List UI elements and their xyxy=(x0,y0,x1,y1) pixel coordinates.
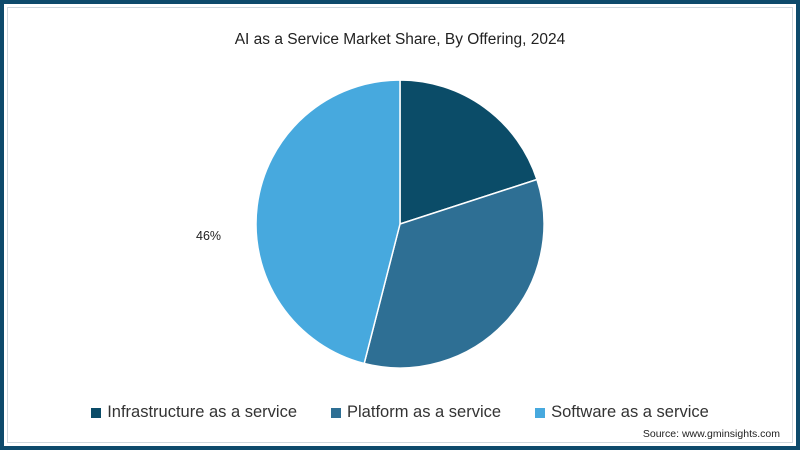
pie-slice-platform xyxy=(363,178,545,369)
legend-swatch xyxy=(535,407,546,418)
pie-slice-infrastructure xyxy=(399,79,538,226)
legend-item-infrastructure: Infrastructure as a service xyxy=(91,403,297,422)
slice-label-software: 46% xyxy=(196,229,222,243)
pie-slices xyxy=(255,79,545,369)
legend-swatch xyxy=(91,407,102,418)
legend: Infrastructure as a service Platform as … xyxy=(0,403,800,422)
inner-border xyxy=(7,7,793,443)
legend-item-software: Software as a service xyxy=(535,403,709,422)
legend-label: Platform as a service xyxy=(347,403,502,421)
legend-label: Software as a service xyxy=(551,403,709,421)
legend-swatch xyxy=(331,407,342,418)
legend-label: Infrastructure as a service xyxy=(107,403,298,421)
pie-slice-software xyxy=(255,79,401,365)
chart-title: AI as a Service Market Share, By Offerin… xyxy=(234,31,566,48)
legend-item-platform: Platform as a service xyxy=(331,403,501,422)
source-note: Source: www.gminsights.com xyxy=(642,428,780,440)
